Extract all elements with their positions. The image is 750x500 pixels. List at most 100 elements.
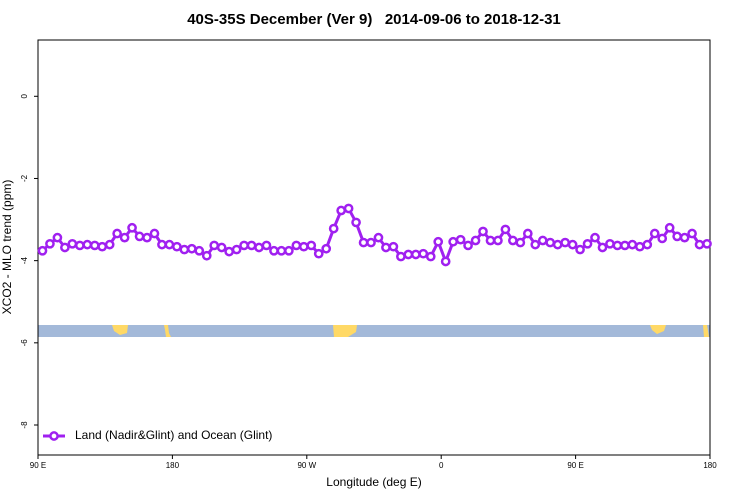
data-point <box>119 232 130 243</box>
data-point <box>448 236 458 247</box>
data-point <box>276 245 287 256</box>
y-tick-label: -4 <box>20 257 29 265</box>
data-point <box>157 239 167 250</box>
data-point <box>209 240 220 251</box>
legend-marker <box>49 431 59 441</box>
data-point <box>269 245 279 256</box>
data-point <box>179 244 190 255</box>
data-point <box>45 238 55 249</box>
data-point <box>664 222 675 233</box>
data-point <box>642 239 653 250</box>
data-point <box>425 251 436 262</box>
data-point <box>672 231 682 242</box>
data-point <box>239 240 249 251</box>
data-point <box>164 239 175 250</box>
data-point <box>612 240 623 251</box>
data-point <box>134 231 145 242</box>
data-point <box>485 235 496 246</box>
data-point <box>306 240 317 251</box>
y-tick-label: 0 <box>20 94 29 99</box>
data-point <box>231 244 242 255</box>
data-point <box>373 232 384 243</box>
data-point <box>246 240 257 251</box>
data-point <box>388 241 399 252</box>
data-point <box>396 251 406 262</box>
data-point <box>657 233 668 244</box>
data-point <box>500 224 511 235</box>
data-point <box>605 238 615 249</box>
data-point <box>560 237 570 248</box>
y-tick-label: -6 <box>20 339 29 347</box>
data-point <box>567 239 578 250</box>
data-point <box>433 236 444 247</box>
data-point <box>74 240 85 251</box>
data-point <box>142 232 152 243</box>
data-point <box>216 242 227 253</box>
data-point <box>194 245 205 256</box>
x-tick-label: 180 <box>166 461 180 470</box>
data-point <box>82 239 93 250</box>
data-point <box>358 237 369 248</box>
data-point <box>37 245 48 256</box>
data-point <box>702 238 712 249</box>
data-point <box>172 241 182 252</box>
legend-label: Land (Nadir&Glint) and Ocean (Glint) <box>75 428 272 442</box>
data-point <box>530 239 541 250</box>
land-ocean-strip <box>38 325 710 337</box>
data-point <box>627 239 638 250</box>
data-point <box>343 203 354 214</box>
data-point <box>291 240 302 251</box>
x-tick-label: 90 W <box>297 461 316 470</box>
data-point <box>112 228 122 239</box>
data-point <box>298 241 309 252</box>
x-tick-label: 90 E <box>567 461 583 470</box>
data-point <box>89 240 100 251</box>
data-point <box>545 237 556 248</box>
data-point <box>336 205 346 216</box>
data-point <box>410 249 421 260</box>
chart-title: 40S-35S December (Ver 9) 2014-09-06 to 2… <box>187 11 561 28</box>
data-point <box>582 238 593 249</box>
data-point <box>149 228 160 239</box>
data-point <box>67 238 78 249</box>
data-point <box>620 240 630 251</box>
data-point <box>186 243 197 254</box>
data-point <box>455 234 466 245</box>
data-point <box>440 256 451 267</box>
data-point <box>597 242 608 253</box>
data-point <box>313 248 324 259</box>
data-point <box>224 246 234 257</box>
x-tick-label: 180 <box>703 461 717 470</box>
data-point <box>52 232 63 243</box>
data-point <box>463 240 473 251</box>
x-tick-label: 0 <box>439 461 444 470</box>
data-point <box>418 248 429 259</box>
data-point <box>104 239 115 250</box>
data-point <box>127 222 137 233</box>
land-blob <box>333 325 357 337</box>
data-point <box>634 241 645 252</box>
data-point <box>403 249 414 260</box>
data-point <box>97 241 108 252</box>
land-blob <box>703 325 709 337</box>
data-point <box>575 244 585 255</box>
data-point <box>351 217 361 228</box>
data-point <box>694 239 705 250</box>
data-point <box>493 235 503 246</box>
data-point <box>508 235 518 246</box>
data-point <box>321 243 332 254</box>
data-point <box>552 239 563 250</box>
data-point <box>201 250 212 261</box>
land-blob <box>164 325 171 337</box>
data-point <box>522 228 533 239</box>
data-point <box>537 235 548 246</box>
data-point <box>590 232 600 243</box>
data-point <box>381 242 391 253</box>
data-point <box>60 242 70 253</box>
land-blob <box>650 325 666 334</box>
data-point <box>687 228 697 239</box>
x-tick-label: 90 E <box>30 461 46 470</box>
ocean-strip <box>38 325 710 337</box>
data-point <box>515 237 526 248</box>
